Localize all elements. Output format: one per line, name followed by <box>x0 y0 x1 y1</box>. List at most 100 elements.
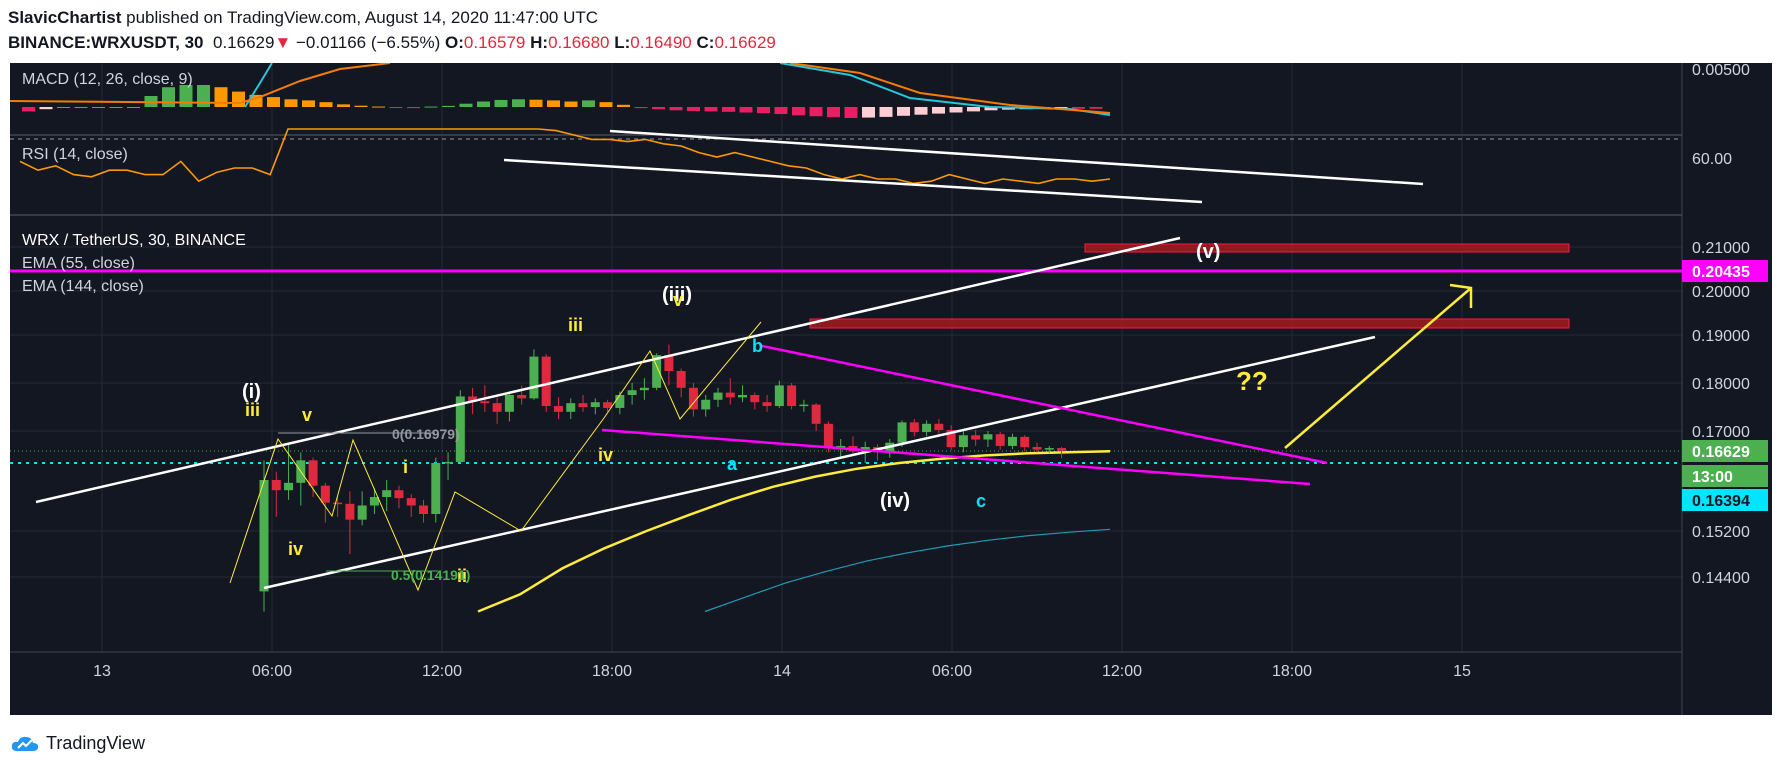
candle-body-5[interactable] <box>320 485 330 503</box>
candle-body-54[interactable] <box>922 423 932 433</box>
tradingview-footer[interactable]: TradingView <box>10 728 145 758</box>
candle-body-26[interactable] <box>578 403 588 407</box>
candle-body-2[interactable] <box>284 482 294 491</box>
candle-body-15[interactable] <box>443 461 453 464</box>
candle-body-9[interactable] <box>369 497 379 506</box>
candle-body-30[interactable] <box>627 390 637 395</box>
candle-body-23[interactable] <box>541 356 551 407</box>
rsi-lower-trendline[interactable] <box>503 158 1203 204</box>
wave-label-14[interactable]: (v) <box>1196 241 1220 263</box>
rsi-line[interactable] <box>19 128 1111 185</box>
wave-label-10[interactable]: b <box>752 336 763 356</box>
candle-body-22[interactable] <box>529 356 539 399</box>
candle-body-44[interactable] <box>799 404 809 407</box>
candle-body-12[interactable] <box>406 498 416 506</box>
candle-body-21[interactable] <box>517 395 527 399</box>
candle-body-65[interactable] <box>1057 448 1067 451</box>
candle-body-45[interactable] <box>811 404 821 424</box>
wave-label-1[interactable]: iii <box>245 400 260 420</box>
candle-body-13[interactable] <box>419 505 429 515</box>
candle-body-39[interactable] <box>738 395 748 398</box>
candle-body-20[interactable] <box>504 395 514 412</box>
ema55-line[interactable] <box>477 450 1111 613</box>
wave-label-0[interactable]: (i) <box>242 381 261 403</box>
resistance-zone-upper[interactable] <box>1084 243 1570 253</box>
candle-body-4[interactable] <box>308 460 318 486</box>
wave-label-8[interactable]: (iii) <box>662 284 692 306</box>
chart-panel[interactable]: (i) iii v iv i ii iii iv (iii) v b a (iv) c (v)?? 0(0.1… <box>9 62 1772 715</box>
candle-body-28[interactable] <box>603 402 613 408</box>
candle-body-17[interactable] <box>468 396 478 402</box>
ema144-legend[interactable]: EMA (144, close) <box>22 278 144 295</box>
elliott-wave-path[interactable] <box>229 321 762 592</box>
wave-label-15[interactable]: ?? <box>1236 366 1268 396</box>
candle-body-60[interactable] <box>995 434 1005 446</box>
candle-body-38[interactable] <box>725 392 735 398</box>
author-name[interactable]: SlavicChartist <box>8 8 122 27</box>
macd-legend[interactable]: MACD (12, 26, close, 9) <box>22 71 193 88</box>
wave-label-13[interactable]: c <box>976 491 986 511</box>
candle-body-64[interactable] <box>1044 448 1054 450</box>
candle-body-43[interactable] <box>787 385 797 407</box>
candle-body-0[interactable] <box>259 480 269 592</box>
candle-body-63[interactable] <box>1032 447 1042 450</box>
wedge-upper-line[interactable] <box>761 344 1328 465</box>
candle-body-42[interactable] <box>774 385 784 407</box>
wave-label-5[interactable]: ii <box>457 566 467 586</box>
candle-body-25[interactable] <box>566 403 576 412</box>
candle-body-40[interactable] <box>750 395 760 403</box>
candle-body-32[interactable] <box>652 355 662 388</box>
ema55-legend[interactable]: EMA (55, close) <box>22 255 135 272</box>
candle-body-53[interactable] <box>909 422 919 433</box>
candle-body-55[interactable] <box>934 423 944 431</box>
rsi-legend[interactable]: RSI (14, close) <box>22 146 128 163</box>
candle-body-1[interactable] <box>271 480 281 491</box>
channel-lower-line[interactable] <box>263 335 1376 590</box>
candle-body-24[interactable] <box>553 406 563 412</box>
wave-label-9[interactable]: v <box>673 290 683 310</box>
wave-label-3[interactable]: iv <box>288 539 303 559</box>
candle-body-16[interactable] <box>455 396 465 462</box>
ema144-line[interactable] <box>704 528 1111 613</box>
rsi-upper-trendline[interactable] <box>609 129 1424 186</box>
wave-label-4[interactable]: i <box>403 457 408 477</box>
candle-body-29[interactable] <box>615 395 625 408</box>
candle-body-57[interactable] <box>958 435 968 447</box>
wave-label-7[interactable]: iv <box>598 445 613 465</box>
candle-body-46[interactable] <box>823 423 833 449</box>
candle-body-41[interactable] <box>762 402 772 407</box>
candle-body-62[interactable] <box>1020 436 1030 447</box>
wave-label-6[interactable]: iii <box>568 315 583 335</box>
candle-body-7[interactable] <box>345 503 355 520</box>
wave-label-2[interactable]: v <box>302 405 312 425</box>
candle-body-31[interactable] <box>639 387 649 391</box>
candle-body-56[interactable] <box>946 430 956 447</box>
candle-body-27[interactable] <box>590 402 600 407</box>
wave-label-12[interactable]: (iv) <box>880 490 910 512</box>
wedge-lower-line[interactable] <box>601 428 1311 486</box>
wave-label-16[interactable]: 0(0.16979) <box>392 426 460 442</box>
target-arrow-line[interactable] <box>1284 287 1472 449</box>
candle-body-10[interactable] <box>382 490 392 497</box>
channel-upper-line[interactable] <box>35 236 1181 504</box>
candle-body-36[interactable] <box>701 399 711 410</box>
candle-body-18[interactable] <box>480 401 490 404</box>
candle-body-35[interactable] <box>688 387 698 410</box>
candle-body-11[interactable] <box>394 490 404 499</box>
candle-body-61[interactable] <box>1007 436 1017 446</box>
candle-body-19[interactable] <box>492 403 502 412</box>
candle-body-8[interactable] <box>357 505 367 520</box>
candle-body-59[interactable] <box>983 434 993 440</box>
resistance-zone-lower[interactable] <box>809 318 1570 329</box>
candle-body-6[interactable] <box>333 502 343 505</box>
candle-body-52[interactable] <box>897 422 907 443</box>
candle-body-14[interactable] <box>431 463 441 514</box>
wave-label-11[interactable]: a <box>727 454 738 474</box>
candle-body-33[interactable] <box>664 355 674 371</box>
main-symbol-legend[interactable]: WRX / TetherUS, 30, BINANCE <box>22 232 246 249</box>
wave-label-17[interactable]: 0.5(0.14191) <box>391 567 470 583</box>
candle-body-58[interactable] <box>971 435 981 440</box>
candle-body-37[interactable] <box>713 392 723 400</box>
candle-body-34[interactable] <box>676 371 686 388</box>
